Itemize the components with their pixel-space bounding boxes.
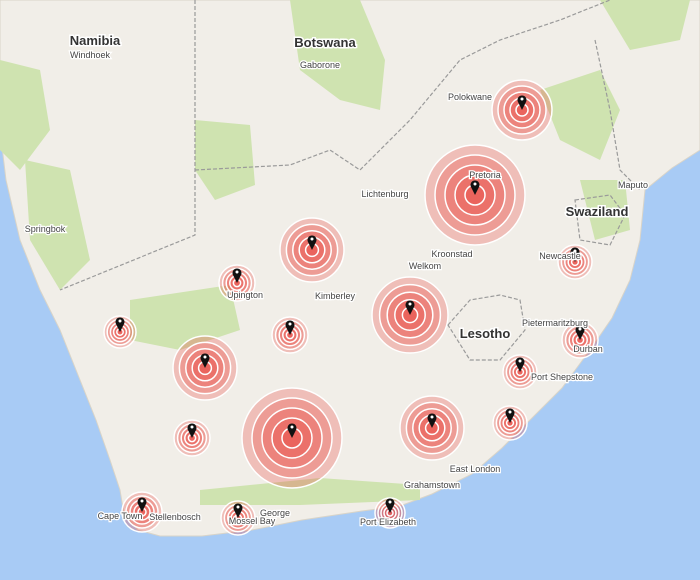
pin xyxy=(187,423,197,438)
pin xyxy=(505,408,515,423)
pin-dot xyxy=(573,249,577,253)
place-label: Pietermaritzburg xyxy=(522,318,588,328)
place-label: Kroonstad xyxy=(431,249,472,259)
pin-dot xyxy=(203,355,207,359)
heat-marker xyxy=(502,354,538,390)
pin xyxy=(470,180,480,195)
pin xyxy=(575,325,585,340)
place-label: Maputo xyxy=(618,180,648,190)
place-label: East London xyxy=(450,464,501,474)
heat-marker xyxy=(371,276,449,354)
heat-marker xyxy=(374,497,406,529)
heat-marker xyxy=(424,144,526,246)
pin-dot xyxy=(520,97,524,101)
place-label: Welkom xyxy=(409,261,441,271)
place-label: Upington xyxy=(227,290,263,300)
pin xyxy=(307,235,317,250)
pin-dot xyxy=(310,237,314,241)
pin xyxy=(517,95,527,110)
pin xyxy=(405,300,415,315)
place-label: Port Shepstone xyxy=(531,372,593,382)
pin-dot xyxy=(140,499,144,503)
pin xyxy=(427,413,437,428)
place-label: George xyxy=(260,508,290,518)
place-label: Newcastle xyxy=(539,251,581,261)
country-label: Botswana xyxy=(294,35,356,50)
heat-marker xyxy=(399,395,465,461)
heat-marker xyxy=(218,264,256,302)
pin-dot xyxy=(430,415,434,419)
label-layer: Namibia Botswana Lesotho Swaziland Windhoek G… xyxy=(23,32,649,529)
pin-dot xyxy=(518,359,522,363)
heat-marker xyxy=(492,405,528,441)
place-label: Durban xyxy=(573,344,603,354)
place-label: Gaborone xyxy=(300,60,340,70)
country-label: Namibia xyxy=(70,33,121,48)
pin xyxy=(515,357,525,372)
heat-marker xyxy=(241,387,343,489)
pin-dot xyxy=(290,425,294,429)
heat-marker xyxy=(220,500,256,536)
pin xyxy=(287,423,297,438)
pin-dot xyxy=(508,410,512,414)
pin-dot xyxy=(288,322,292,326)
place-label: Lichtenburg xyxy=(361,189,408,199)
pin-dot xyxy=(578,327,582,331)
pin-dot xyxy=(236,505,240,509)
pin xyxy=(200,353,210,368)
pin xyxy=(115,317,125,332)
marker-layer xyxy=(103,79,599,536)
pin-dot xyxy=(473,182,477,186)
pin xyxy=(385,498,395,513)
place-label: Mossel Bay xyxy=(229,516,276,526)
place-label: Pretoria xyxy=(469,170,501,180)
pin-dot xyxy=(235,270,239,274)
place-label: Kimberley xyxy=(315,291,356,301)
country-label: Lesotho xyxy=(460,326,511,341)
pin xyxy=(570,247,580,262)
heat-marker xyxy=(561,321,599,359)
place-label: Cape Town xyxy=(98,511,143,521)
parks xyxy=(0,0,690,505)
pin xyxy=(137,497,147,512)
place-label: Polokwane xyxy=(448,92,492,102)
heat-marker xyxy=(121,491,163,533)
place-label: Port Elizabeth xyxy=(360,517,416,527)
pin-dot xyxy=(118,319,122,323)
place-label: Stellenbosch xyxy=(149,512,201,522)
heat-marker xyxy=(279,217,345,283)
pin xyxy=(232,268,242,283)
pin-dot xyxy=(388,500,392,504)
heat-marker xyxy=(557,244,593,280)
country-label: Swaziland xyxy=(566,204,629,219)
heat-marker xyxy=(103,315,137,349)
place-label: Grahamstown xyxy=(404,480,460,490)
heat-marker xyxy=(271,316,309,354)
pin-dot xyxy=(408,302,412,306)
pin xyxy=(285,320,295,335)
heat-marker xyxy=(172,335,238,401)
heat-marker xyxy=(173,419,211,457)
pin xyxy=(233,503,243,518)
place-label: Springbok xyxy=(25,224,66,234)
pin-dot xyxy=(190,425,194,429)
place-label: Windhoek xyxy=(70,50,111,60)
borders xyxy=(59,0,641,361)
heat-marker xyxy=(491,79,553,141)
